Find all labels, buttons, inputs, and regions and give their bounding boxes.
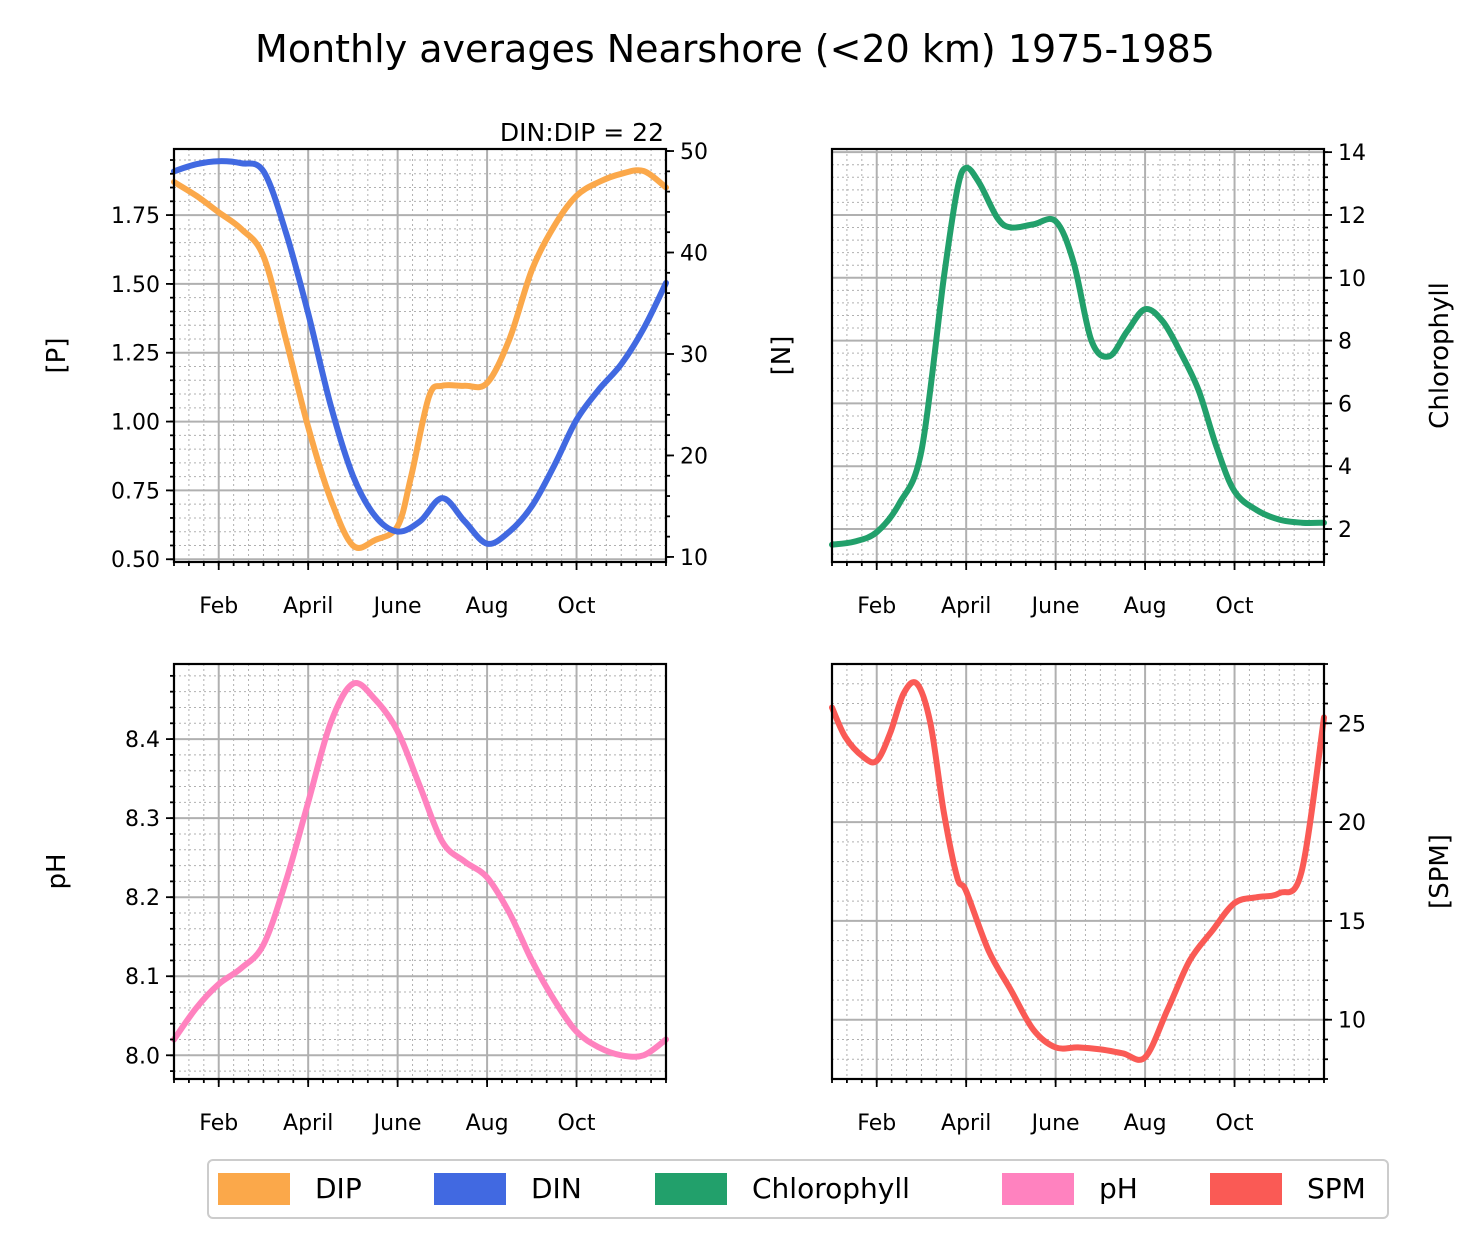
legend-label-dip: DIP: [315, 1172, 362, 1205]
panel-chlorophyll: Feb April June Aug Oct 2 4 6 8 10 12 14 Chlorophyll: [829, 141, 1455, 619]
x-tick-label: April: [941, 1111, 991, 1136]
y-tick-label: 0.75: [111, 479, 160, 504]
x-tick-label: Feb: [857, 594, 896, 619]
axes-frame: [172, 147, 668, 564]
y-axis-label-right: [N]: [767, 336, 797, 376]
din-dip-annotation: DIN:DIP = 22: [500, 118, 664, 147]
y-tick-label: 8.3: [125, 807, 160, 832]
legend-label-din: DIN: [531, 1172, 582, 1205]
x-tick-label: April: [941, 594, 991, 619]
y-tick-label: 25: [1338, 712, 1366, 737]
axes-frame: [172, 662, 668, 1081]
y-tick-label: 1.25: [111, 342, 160, 367]
y-tick-label: 4: [1338, 455, 1352, 480]
x-tick-label: Aug: [466, 594, 509, 619]
x-tick-label: Aug: [1124, 1111, 1167, 1136]
x-tick-label: June: [1030, 1111, 1080, 1136]
y-tick-label: 50: [680, 140, 708, 165]
y-tick-label: 40: [680, 242, 708, 267]
y-tick-label: 1.50: [111, 273, 160, 298]
x-tick-label: April: [283, 594, 333, 619]
series-line-ph: [171, 680, 669, 1060]
y-tick-label: 0.50: [111, 548, 160, 573]
legend-swatch-dip: [218, 1173, 290, 1205]
x-tick-label: Feb: [857, 1111, 896, 1136]
x-tick-label: Feb: [199, 1111, 238, 1136]
series-line-chlorophyll: [829, 164, 1327, 548]
panel-ph: Feb April June Aug Oct 8.0 8.1 8.2 8.3 8.4 pH: [42, 662, 669, 1136]
legend-swatch-din: [434, 1173, 506, 1205]
legend-swatch-ph: [1002, 1173, 1074, 1205]
y-tick-label: 2: [1338, 518, 1352, 543]
y-tick-label: 6: [1338, 392, 1352, 417]
y-tick-label: 8.0: [125, 1044, 160, 1069]
panel-spm: Feb April June Aug Oct 10 15 20 25 [SPM]: [829, 662, 1455, 1136]
series-line-din: [171, 158, 669, 547]
x-tick-label: June: [1030, 594, 1080, 619]
axes-frame: [830, 147, 1326, 564]
legend-label-spm: SPM: [1307, 1172, 1366, 1205]
chart-title: Monthly averages Nearshore (<20 km) 1975…: [255, 27, 1215, 71]
legend-label-ph: pH: [1099, 1172, 1138, 1205]
y-axis-label-left: pH: [42, 853, 72, 889]
y-axis-label-left: [P]: [42, 338, 72, 374]
y-tick-label: 20: [680, 444, 708, 469]
axes-frame: [830, 662, 1326, 1081]
legend-swatch-spm: [1210, 1173, 1282, 1205]
y-tick-label: 30: [680, 343, 708, 368]
series-line-spm: [829, 679, 1327, 1063]
y-axis-label-right: Chlorophyll: [1425, 282, 1455, 429]
y-tick-label: 10: [1338, 267, 1366, 292]
x-tick-label: Oct: [558, 594, 596, 619]
x-tick-label: Oct: [558, 1111, 596, 1136]
legend-swatch-chlorophyll: [655, 1173, 727, 1205]
y-tick-label: 14: [1338, 141, 1366, 166]
x-tick-label: Oct: [1216, 594, 1254, 619]
y-tick-label: 10: [1338, 1009, 1366, 1034]
x-tick-label: Feb: [199, 594, 238, 619]
legend: DIP DIN Chlorophyll pH SPM: [207, 1159, 1389, 1219]
x-tick-label: Aug: [1124, 594, 1167, 619]
y-tick-label: 8.4: [125, 728, 160, 753]
x-tick-label: June: [372, 1111, 422, 1136]
y-tick-label: 10: [680, 546, 708, 571]
x-tick-label: June: [372, 594, 422, 619]
x-tick-label: Aug: [466, 1111, 509, 1136]
y-tick-label: 8.2: [125, 886, 160, 911]
y-tick-label: 12: [1338, 204, 1366, 229]
series-line-dip: [171, 167, 669, 551]
y-axis-label-right: [SPM]: [1425, 834, 1455, 909]
y-tick-label: 8.1: [125, 965, 160, 990]
legend-label-chlorophyll: Chlorophyll: [752, 1172, 910, 1205]
x-tick-label: Oct: [1216, 1111, 1254, 1136]
y-tick-label: 1.00: [111, 411, 160, 436]
x-tick-label: April: [283, 1111, 333, 1136]
panel-dip-din: Feb April June Aug Oct 0.50 0.75 1.00 1.25 1.50 1.…: [42, 140, 797, 619]
y-tick-label: 15: [1338, 910, 1366, 935]
y-tick-label: 8: [1338, 330, 1352, 355]
y-tick-label: 20: [1338, 811, 1366, 836]
y-tick-label: 1.75: [111, 204, 160, 229]
